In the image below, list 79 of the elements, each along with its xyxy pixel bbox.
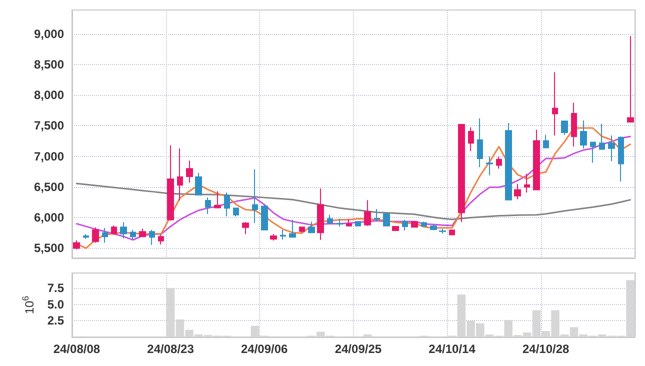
candlestick xyxy=(224,192,230,217)
candlestick xyxy=(590,141,596,164)
candlestick xyxy=(308,221,315,234)
candlestick xyxy=(505,122,512,200)
y-tick-label: 7,500 xyxy=(34,118,64,133)
candlestick xyxy=(177,148,183,201)
candlestick xyxy=(280,229,286,240)
candlestick xyxy=(580,120,587,149)
y-tick-label: 9,000 xyxy=(34,26,64,41)
candlestick xyxy=(233,207,239,217)
candlestick xyxy=(374,208,380,222)
y-tick-label: 5,500 xyxy=(34,241,64,256)
y-tick-label: 6,000 xyxy=(34,210,64,225)
candlestick xyxy=(599,123,605,150)
candlestick xyxy=(336,218,343,227)
y-tick-label: 7.5 xyxy=(47,281,64,296)
candlestick xyxy=(468,126,474,152)
candlestick xyxy=(158,234,164,246)
candlestick xyxy=(205,196,211,214)
candlestick xyxy=(486,156,493,176)
candlestick xyxy=(383,213,390,227)
candlestick xyxy=(261,204,268,230)
candlestick xyxy=(392,226,399,232)
candlestick xyxy=(111,225,117,236)
candlestick xyxy=(102,227,108,244)
candlestick xyxy=(149,229,155,246)
candlestick xyxy=(477,118,483,168)
candlestick xyxy=(195,172,202,196)
candlestick xyxy=(421,221,427,228)
y-tick-label: 5.0 xyxy=(47,297,64,312)
candlestick xyxy=(514,183,521,200)
candlestick xyxy=(571,102,577,148)
candlestick xyxy=(327,214,333,224)
x-tick-label: 24/09/25 xyxy=(334,342,382,356)
candlestick xyxy=(139,228,146,238)
y-tick-label: 6,500 xyxy=(34,180,64,194)
candlestick xyxy=(552,72,558,136)
candlestick xyxy=(561,120,568,136)
x-tick-label: 24/10/14 xyxy=(428,342,476,356)
candlestick xyxy=(83,234,89,240)
candlestick xyxy=(270,234,277,242)
candlestick xyxy=(496,156,502,170)
y-tick-label: 2.5 xyxy=(47,314,64,328)
y-tick-label: 8,000 xyxy=(34,88,64,102)
candlestick xyxy=(186,160,193,184)
y-axis-title: 106 xyxy=(20,296,36,314)
candlestick xyxy=(458,124,465,223)
candlestick xyxy=(167,144,174,222)
candlestick xyxy=(627,36,634,123)
candlestick xyxy=(242,222,249,235)
candlestick xyxy=(524,173,530,193)
candlestick xyxy=(73,240,80,250)
candlestick xyxy=(346,218,352,227)
candlestick xyxy=(608,135,615,162)
x-tick-label: 24/08/23 xyxy=(147,342,194,356)
candlestick xyxy=(317,188,324,240)
x-tick-label: 24/10/28 xyxy=(522,342,570,356)
candlestick xyxy=(449,229,455,236)
candlestick xyxy=(355,220,361,227)
x-tick-label: 24/09/06 xyxy=(241,342,288,356)
candlestick xyxy=(533,129,540,190)
candlestick xyxy=(120,222,127,239)
candlestick xyxy=(252,168,258,224)
candlestick xyxy=(411,220,418,228)
y-tick-label: 7,000 xyxy=(34,149,64,164)
line-series xyxy=(76,182,632,220)
candlestick xyxy=(618,136,624,182)
candlestick xyxy=(289,219,296,238)
candlestick xyxy=(364,200,371,226)
candlestick xyxy=(430,224,437,231)
candlestick xyxy=(402,219,408,231)
candlestick xyxy=(299,226,305,233)
y-tick-label: 8,500 xyxy=(34,58,64,72)
candlestick xyxy=(130,229,136,240)
candlestick xyxy=(439,228,446,234)
candlestick xyxy=(214,190,221,209)
candlestick xyxy=(92,226,99,244)
candlestick xyxy=(543,134,549,148)
x-tick-label: 24/08/08 xyxy=(53,342,100,356)
